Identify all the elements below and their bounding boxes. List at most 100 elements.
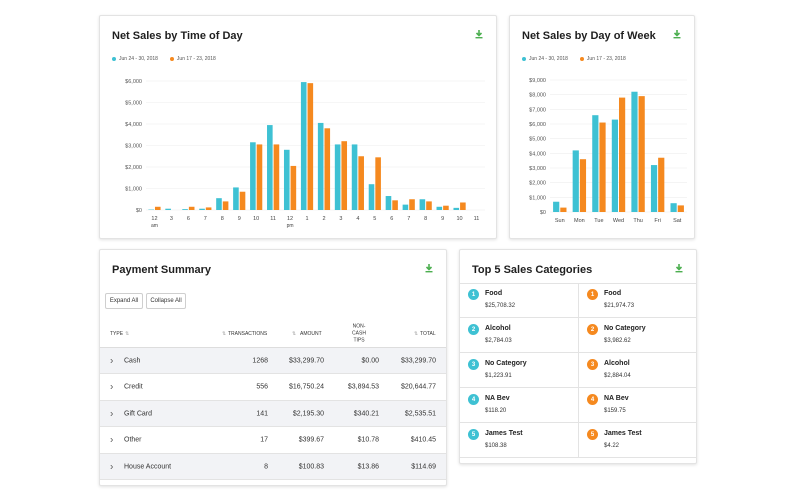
y-tick-label: $2,000 xyxy=(125,165,142,171)
bar-previous[interactable] xyxy=(341,141,348,210)
bar-previous[interactable] xyxy=(205,207,212,210)
header-tips[interactable]: NON-CASH TIPS xyxy=(352,323,366,343)
bar-previous[interactable] xyxy=(256,144,263,210)
bar-previous[interactable] xyxy=(273,144,280,210)
bar-current[interactable] xyxy=(250,142,256,210)
bar-previous[interactable] xyxy=(658,157,665,212)
bar-previous[interactable] xyxy=(560,207,567,212)
download-icon[interactable] xyxy=(424,263,434,273)
bar-previous[interactable] xyxy=(154,206,161,210)
sort-icon[interactable]: ⇅ xyxy=(414,330,419,337)
top5-column-divider xyxy=(578,283,579,458)
chevron-right-icon[interactable]: › xyxy=(110,408,114,419)
category-name: Alcohol xyxy=(485,325,511,332)
header-total[interactable]: TOTAL xyxy=(420,330,436,337)
bar-current[interactable] xyxy=(216,198,222,210)
chevron-right-icon[interactable]: › xyxy=(110,355,114,366)
bar-current[interactable] xyxy=(419,199,426,210)
bar-current[interactable] xyxy=(199,208,205,210)
bar-previous[interactable] xyxy=(290,165,297,210)
collapse-all-button[interactable]: Collapse All xyxy=(146,293,186,309)
bar-current[interactable] xyxy=(233,187,239,210)
payment-row[interactable]: › Credit 556 $16,750.24 $3,894.53 $20,644.77 xyxy=(100,375,446,401)
bar-current[interactable] xyxy=(351,144,358,210)
expand-all-button[interactable]: Expand All xyxy=(105,293,143,309)
top5-title: Top 5 Sales Categories xyxy=(472,264,593,276)
rank-badge: 1 xyxy=(468,289,479,300)
bar-previous[interactable] xyxy=(460,202,466,210)
sort-icon[interactable]: ⇅ xyxy=(222,330,227,337)
bar-current[interactable] xyxy=(572,150,579,212)
rank-badge: 2 xyxy=(587,324,598,335)
bar-current[interactable] xyxy=(670,203,677,212)
bar-previous[interactable] xyxy=(638,96,645,212)
bar-current[interactable] xyxy=(368,184,375,210)
header-amount[interactable]: AMOUNT xyxy=(300,330,322,337)
bar-current[interactable] xyxy=(436,206,443,210)
chevron-right-icon[interactable]: › xyxy=(110,434,114,446)
bar-current[interactable] xyxy=(283,149,290,210)
day-of-week-title: Net Sales by Day of Week xyxy=(522,30,656,42)
payment-summary-title: Payment Summary xyxy=(112,264,212,276)
sort-icon[interactable]: ⇅ xyxy=(292,330,297,337)
bar-current[interactable] xyxy=(385,196,392,210)
bar-previous[interactable] xyxy=(443,205,449,210)
bar-previous[interactable] xyxy=(426,201,432,210)
bar-previous[interactable] xyxy=(619,97,626,212)
bar-previous[interactable] xyxy=(392,200,398,210)
bar-current[interactable] xyxy=(182,209,188,210)
payment-row[interactable]: › Other 17 $399.67 $10.78 $410.45 xyxy=(100,428,446,454)
bar-current[interactable] xyxy=(611,119,618,212)
header-transactions[interactable]: TRANSACTIONS xyxy=(228,330,268,337)
payment-type: House Account xyxy=(124,463,172,470)
bar-previous[interactable] xyxy=(239,191,246,210)
y-tick-label: $1,000 xyxy=(529,195,546,201)
payment-row[interactable]: › House Account 8 $100.83 $13.86 $114.69 xyxy=(100,454,446,480)
chevron-right-icon[interactable]: › xyxy=(110,381,114,393)
x-tick-label: 9 xyxy=(238,216,241,222)
bar-current[interactable] xyxy=(267,125,273,210)
category-value: $4.22 xyxy=(604,443,620,449)
category-value: $2,784.03 xyxy=(485,338,512,344)
x-tick-label: Mon xyxy=(574,218,585,224)
payment-row[interactable]: › Gift Card 141 $2,195.30 $340.21 $2,535.51 xyxy=(100,401,446,427)
category-name: James Test xyxy=(485,430,523,437)
bar-current[interactable] xyxy=(650,165,658,212)
top5-item-left: 3 No Category $1,223.91 xyxy=(460,353,578,388)
bar-current[interactable] xyxy=(317,122,324,210)
chevron-right-icon[interactable]: › xyxy=(110,461,114,472)
category-name: Alcohol xyxy=(604,360,630,367)
bar-current[interactable] xyxy=(553,201,560,212)
payment-row[interactable]: › Cash 1268 $33,299.70 $0.00 $33,299.70 xyxy=(100,348,446,374)
bar-previous[interactable] xyxy=(358,156,364,210)
download-icon[interactable] xyxy=(674,263,684,273)
bar-previous[interactable] xyxy=(579,159,587,212)
total-value: $33,299.70 xyxy=(400,357,436,364)
bar-current[interactable] xyxy=(592,115,599,212)
bar-previous[interactable] xyxy=(307,83,314,210)
category-name: No Category xyxy=(485,360,527,367)
tips-value: $340.21 xyxy=(353,410,379,417)
bar-current[interactable] xyxy=(334,144,341,210)
x-tick-sublabel: pm xyxy=(287,223,294,229)
download-icon[interactable] xyxy=(474,29,484,39)
bar-previous[interactable] xyxy=(188,206,195,210)
bar-current[interactable] xyxy=(300,82,307,210)
bar-previous[interactable] xyxy=(375,157,381,210)
bar-previous[interactable] xyxy=(677,205,684,212)
bar-previous[interactable] xyxy=(222,201,229,210)
bar-previous[interactable] xyxy=(324,128,331,210)
bar-previous[interactable] xyxy=(409,199,415,210)
bar-previous[interactable] xyxy=(599,122,606,212)
bar-current[interactable] xyxy=(631,91,638,212)
header-type[interactable]: TYPE ⇅ xyxy=(110,331,129,337)
download-icon[interactable] xyxy=(672,29,682,39)
x-tick-label: 11 xyxy=(270,216,276,222)
day-of-week-card: Net Sales by Day of Week Jun 24 - 30, 20… xyxy=(509,15,695,239)
x-tick-label: Sat xyxy=(673,218,682,224)
bar-current[interactable] xyxy=(402,204,409,210)
time-of-day-chart: $0$1,000$2,000$3,000$4,000$5,000$6,00012… xyxy=(125,79,485,229)
bar-current[interactable] xyxy=(165,208,171,210)
bar-current[interactable] xyxy=(453,207,460,210)
transactions-value: 1268 xyxy=(252,357,268,364)
